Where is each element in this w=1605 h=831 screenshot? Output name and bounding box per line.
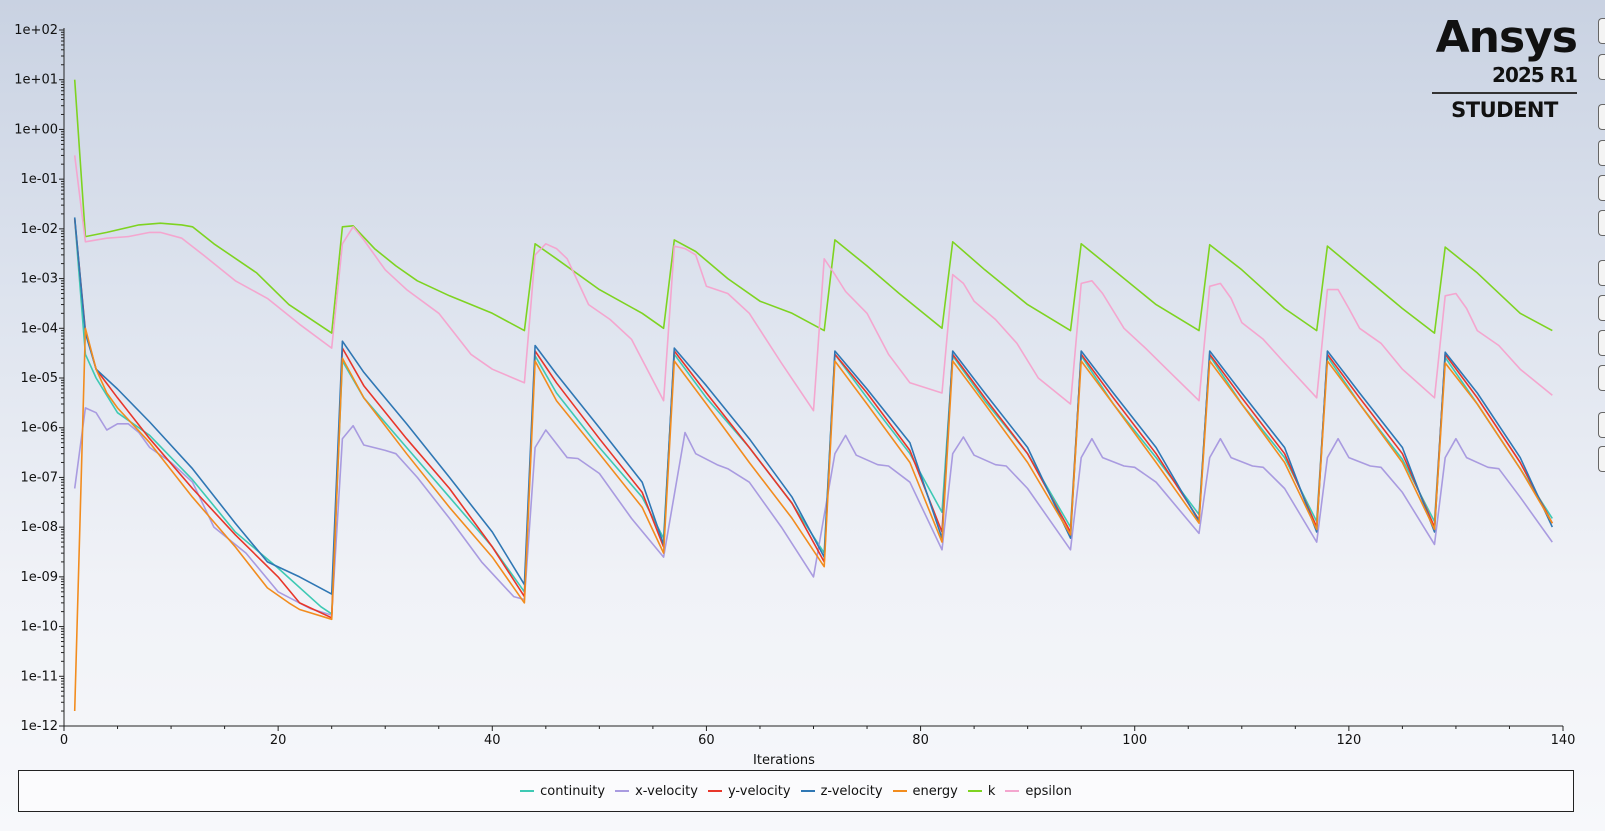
legend-swatch bbox=[892, 790, 907, 792]
ansys-logo: Ansys 2025 R1 STUDENT bbox=[1432, 12, 1578, 122]
logo-brand: Ansys bbox=[1435, 12, 1578, 63]
toolbar-button[interactable] bbox=[1598, 104, 1605, 130]
legend-item-epsilon[interactable]: epsilon bbox=[1005, 783, 1072, 799]
legend-label: y-velocity bbox=[727, 783, 791, 799]
legend-label: x-velocity bbox=[635, 783, 698, 799]
toolbar-button[interactable] bbox=[1598, 18, 1605, 44]
toolbar-button[interactable] bbox=[1598, 412, 1605, 438]
y-tick-label: 1e-10 bbox=[20, 620, 58, 635]
legend-swatch bbox=[707, 790, 722, 792]
y-tick-label: 1e-05 bbox=[20, 371, 58, 386]
logo-version: 2025 R1 bbox=[1492, 63, 1578, 87]
logo-edition: STUDENT bbox=[1451, 98, 1558, 122]
y-tick-label: 1e+01 bbox=[14, 73, 58, 88]
y-tick-label: 1e-02 bbox=[20, 222, 58, 237]
y-tick-label: 1e-01 bbox=[20, 172, 58, 187]
x-tick-label: 0 bbox=[60, 733, 68, 748]
series-line-x-velocity bbox=[73, 407, 1553, 616]
toolbar-button[interactable] bbox=[1598, 260, 1605, 286]
y-tick-label: 1e-03 bbox=[20, 272, 58, 287]
toolbar-button[interactable] bbox=[1598, 140, 1605, 166]
series-line-y-velocity bbox=[73, 218, 1554, 619]
legend: continuity x-velocity y-velocity z-velocity… bbox=[18, 770, 1574, 812]
y-tick-label: 1e+02 bbox=[14, 23, 58, 38]
legend-swatch bbox=[967, 790, 982, 792]
legend-item-y-velocity[interactable]: y-velocity bbox=[707, 783, 791, 799]
legend-label: z-velocity bbox=[820, 783, 883, 799]
legend-item-z-velocity[interactable]: z-velocity bbox=[800, 783, 883, 799]
axes bbox=[59, 28, 1564, 731]
legend-item-energy[interactable]: energy bbox=[892, 783, 958, 799]
right-toolbar bbox=[1597, 0, 1605, 831]
y-tick-label: 1e+00 bbox=[14, 122, 58, 137]
x-tick-label: 60 bbox=[698, 733, 715, 748]
y-tick-label: 1e-09 bbox=[20, 570, 58, 585]
toolbar-button[interactable] bbox=[1598, 175, 1605, 201]
legend-item-k[interactable]: k bbox=[967, 783, 996, 799]
series-line-k bbox=[73, 79, 1553, 334]
legend-label: continuity bbox=[540, 783, 606, 799]
legend-swatch bbox=[615, 790, 630, 792]
series-lines bbox=[73, 79, 1554, 712]
legend-swatch bbox=[520, 790, 535, 792]
series-line-epsilon bbox=[73, 155, 1553, 412]
x-tick-label: 100 bbox=[1122, 733, 1147, 748]
legend-item-x-velocity[interactable]: x-velocity bbox=[615, 784, 698, 799]
y-tick-label: 1e-11 bbox=[20, 669, 58, 684]
legend-item-continuity[interactable]: continuity bbox=[520, 784, 605, 799]
series-line-energy bbox=[73, 327, 1553, 712]
tick-labels: 1e+02 1e+01 1e+00 1e-01 1e-02 1e-03 1e-04 1e-05… bbox=[14, 23, 1575, 748]
toolbar-button[interactable] bbox=[1598, 295, 1605, 321]
toolbar-button[interactable] bbox=[1598, 365, 1605, 391]
x-tick-label: 80 bbox=[912, 733, 929, 748]
y-tick-label: 1e-06 bbox=[20, 421, 58, 436]
y-tick-label: 1e-04 bbox=[20, 321, 58, 336]
toolbar-button[interactable] bbox=[1598, 210, 1605, 236]
x-axis-label: Iterations bbox=[753, 753, 815, 768]
y-tick-label: 1e-12 bbox=[20, 719, 58, 734]
legend-label: energy bbox=[912, 783, 958, 799]
legend-label: epsilon bbox=[1025, 783, 1072, 799]
legend-swatch bbox=[800, 790, 815, 792]
x-tick-label: 20 bbox=[270, 733, 287, 748]
x-tick-label: 120 bbox=[1336, 733, 1361, 748]
y-tick-label: 1e-07 bbox=[20, 470, 58, 485]
toolbar-button[interactable] bbox=[1598, 330, 1605, 356]
logo-divider bbox=[1432, 92, 1577, 94]
x-tick-label: 40 bbox=[484, 733, 501, 748]
legend-swatch bbox=[1005, 790, 1020, 792]
toolbar-button[interactable] bbox=[1598, 54, 1605, 80]
legend-label: k bbox=[987, 783, 996, 799]
toolbar-button[interactable] bbox=[1598, 446, 1605, 472]
x-tick-label: 140 bbox=[1551, 733, 1576, 748]
series-line-continuity bbox=[73, 218, 1553, 615]
y-tick-label: 1e-08 bbox=[20, 520, 58, 535]
